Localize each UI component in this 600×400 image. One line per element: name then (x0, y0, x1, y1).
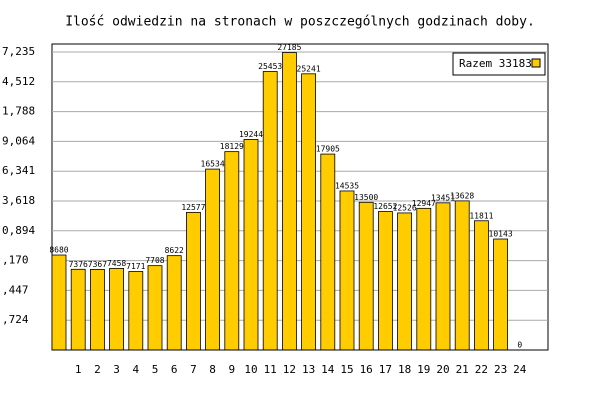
data-label: 13451 (431, 193, 455, 202)
data-label: 10143 (489, 230, 513, 239)
bar (473, 220, 489, 351)
y-tick-label: 3,618 (2, 194, 35, 207)
bar (339, 190, 355, 351)
bar (224, 151, 240, 351)
y-tick-label: ,170 (2, 254, 29, 267)
data-label: 7376 (69, 260, 88, 269)
chart-title: Ilość odwiedzin na stronach w poszczegól… (65, 15, 535, 30)
bar (262, 71, 278, 351)
x-tick-label: 23 (494, 363, 507, 376)
data-label: 11811 (469, 211, 493, 220)
bar (166, 255, 182, 351)
x-tick-label: 13 (302, 363, 315, 376)
y-tick-label: 1,788 (2, 105, 35, 118)
bar (454, 200, 470, 351)
data-label: 7708 (145, 256, 164, 265)
bar (51, 254, 67, 351)
x-tick-label: 10 (244, 363, 257, 376)
data-label: 12526 (393, 203, 417, 212)
bar (358, 201, 374, 351)
bar (397, 212, 413, 351)
data-label: 14535 (335, 181, 359, 190)
data-label: 25241 (297, 64, 321, 73)
x-tick-label: 16 (360, 363, 373, 376)
x-tick-label: 8 (209, 363, 216, 376)
y-tick-label: 7,235 (2, 45, 35, 58)
y-tick-label: ,724 (2, 313, 29, 326)
y-tick-label: 0,894 (2, 224, 35, 237)
data-label: 13628 (450, 191, 474, 200)
bar (109, 267, 124, 351)
legend-label: Razem 331836 (459, 57, 538, 70)
data-label: 7458 (107, 259, 126, 268)
x-tick-label: 20 (436, 363, 449, 376)
x-tick-label: 9 (228, 363, 235, 376)
bar (416, 207, 432, 351)
data-label: 25453 (258, 62, 282, 71)
x-tick-label: 1 (75, 363, 82, 376)
legend-swatch (531, 58, 541, 68)
bar (243, 139, 259, 351)
bar (435, 202, 451, 351)
x-tick-label: 7 (190, 363, 197, 376)
bar (493, 238, 509, 351)
x-tick-label: 12 (283, 363, 296, 376)
y-tick-label: 6,341 (2, 164, 35, 177)
bar (128, 271, 144, 351)
x-tick-label: 21 (456, 363, 469, 376)
x-tick-label: 14 (321, 363, 335, 376)
data-label: 18129 (220, 142, 244, 151)
bar (70, 268, 86, 351)
x-tick-label: 5 (152, 363, 159, 376)
data-label: 12577 (181, 203, 205, 212)
y-tick-label: 4,512 (2, 75, 35, 88)
data-label: 17905 (316, 145, 340, 154)
data-label: 0 (517, 341, 522, 350)
bar (301, 73, 317, 351)
x-tick-label: 19 (417, 363, 430, 376)
x-tick-label: 3 (113, 363, 120, 376)
x-tick-label: 6 (171, 363, 178, 376)
data-label: 8680 (49, 246, 68, 255)
bar (205, 168, 221, 351)
x-tick-label: 24 (513, 363, 527, 376)
bar (320, 153, 336, 351)
x-tick-label: 18 (398, 363, 411, 376)
x-tick-label: 22 (475, 363, 488, 376)
legend-box (452, 52, 546, 76)
x-tick-label: 17 (379, 363, 392, 376)
data-label: 12652 (373, 202, 397, 211)
data-label: 16534 (201, 160, 225, 169)
data-label: 7171 (126, 262, 145, 271)
data-label: 13500 (354, 193, 378, 202)
y-tick-label: ,447 (2, 283, 29, 296)
bar (377, 211, 393, 351)
x-tick-label: 15 (340, 363, 353, 376)
x-tick-label: 11 (264, 363, 277, 376)
bar (147, 265, 163, 351)
data-label: 12947 (412, 199, 436, 208)
data-label: 8622 (165, 246, 184, 255)
bar (185, 211, 201, 351)
bar (90, 268, 105, 351)
data-label: 7367 (88, 260, 107, 269)
x-tick-label: 4 (132, 363, 139, 376)
data-label: 27185 (277, 43, 301, 52)
data-label: 19244 (239, 130, 263, 139)
y-tick-label: 9,064 (2, 134, 35, 147)
x-tick-label: 2 (94, 363, 101, 376)
bar (281, 52, 297, 351)
